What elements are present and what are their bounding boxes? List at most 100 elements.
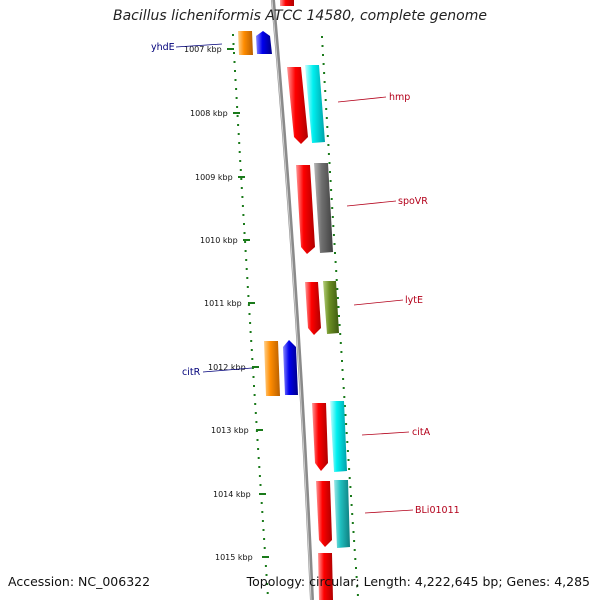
outer-ring-dot [337, 306, 340, 308]
feature-red-lytE[interactable] [305, 282, 321, 335]
scale-dot [247, 304, 250, 306]
outer-ring-dot [348, 477, 351, 479]
outer-ring-dot [322, 63, 325, 65]
scale-dot [262, 529, 265, 531]
scale-dot [241, 205, 244, 207]
outer-ring-dot [353, 549, 356, 551]
outer-ring-dot [348, 468, 351, 470]
scale-dot [238, 151, 241, 153]
outer-ring-dot [328, 162, 331, 164]
outer-ring-dot [326, 135, 329, 137]
page-title: Bacillus licheniformis ATCC 14580, compl… [113, 8, 487, 24]
genome-backbone-highlight [271, 0, 312, 601]
gene-label-citR[interactable]: citR [182, 367, 201, 378]
outer-ring-dot [346, 441, 349, 443]
feature-orange-citR[interactable] [264, 341, 280, 396]
outer-ring-dot [354, 558, 357, 560]
leader-line-citA [361, 431, 410, 436]
tick-label-1008: 1008 kbp [190, 109, 228, 118]
features [238, 31, 350, 600]
scale-dot [249, 322, 252, 324]
scale-dot [241, 196, 244, 198]
scale-dot [266, 583, 269, 585]
scale-dot [238, 142, 241, 144]
outer-ring-dot [353, 540, 356, 542]
outer-ring-dot [335, 279, 338, 281]
feature-blue-yhdE[interactable] [256, 31, 272, 54]
feature-olive-lytE[interactable] [323, 281, 339, 334]
gene-label-yhdE[interactable]: yhdE [151, 42, 175, 53]
outer-ring-dot [345, 432, 348, 434]
scale-dot [239, 160, 242, 162]
outer-ring-dot [325, 117, 328, 119]
feature-blue-citR[interactable] [283, 340, 298, 395]
scale-dot [233, 52, 235, 54]
genome-stats-text: Topology: circular; Length: 4,222,645 bp… [246, 574, 590, 589]
feature-gray-spoVR[interactable] [314, 163, 333, 253]
outer-ring-dot [350, 495, 352, 497]
gene-label-hmp[interactable]: hmp [389, 92, 410, 103]
genome-backbone [271, 0, 314, 601]
tick-label-1011: 1011 kbp [204, 299, 242, 308]
scale-dot [246, 286, 249, 288]
scale-dot [234, 70, 236, 72]
scale-dot [233, 61, 236, 63]
feature-cyan-citA[interactable] [330, 401, 347, 472]
outer-ring-dot [325, 108, 328, 110]
scale-dot [247, 295, 250, 297]
outer-ring-dot [330, 189, 333, 191]
gene-label-lytE[interactable]: lytE [405, 295, 423, 306]
scale-dot [234, 79, 237, 81]
scale-dot [255, 421, 258, 423]
outer-ring-dot [345, 423, 348, 425]
outer-ring-dot [341, 360, 343, 362]
scale-dot [264, 565, 267, 567]
feature-red-citA[interactable] [312, 403, 328, 471]
outer-ring-dot [332, 234, 335, 236]
outer-ring-dot [336, 297, 339, 299]
scale-dot [245, 259, 248, 261]
outer-ring-dot [329, 180, 332, 182]
outer-ring-dot [332, 225, 335, 227]
outer-ring-dot [343, 405, 346, 407]
outer-ring-dot [330, 198, 333, 200]
scale-dot [245, 268, 248, 270]
scale-dot [246, 277, 249, 279]
feature-red-spoVR[interactable] [296, 165, 315, 254]
outer-ring-dot [322, 54, 324, 56]
scale-dot [251, 358, 254, 360]
feature-orange-yhdE[interactable] [238, 31, 253, 55]
gene-label-citA[interactable]: citA [412, 427, 431, 438]
leader-line-BLi01011 [364, 509, 414, 514]
scale-dot [242, 214, 245, 216]
outer-ring-dot [336, 288, 339, 290]
feature-teal-BLi01011[interactable] [334, 480, 350, 548]
scale-dot [244, 241, 247, 243]
outer-ring-dot [321, 36, 323, 38]
feature-red-hmp[interactable] [287, 67, 308, 144]
outer-ring-dot [339, 333, 342, 335]
outer-ring-dot [350, 504, 353, 506]
gene-labels: yhdE hmp spoVR lytE citR citA BLi01011 [151, 42, 460, 516]
scale-dot [240, 178, 243, 180]
tick-label-1013: 1013 kbp [211, 426, 249, 435]
outer-ring-dot [324, 99, 327, 101]
outer-ring-dot [339, 342, 342, 344]
outer-ring-dot [324, 90, 327, 92]
scale-dot [243, 232, 246, 234]
leader-line-hmp [337, 96, 387, 103]
tick-label-1015: 1015 kbp [215, 553, 253, 562]
scale-dot [235, 88, 238, 90]
scale-dot [232, 34, 234, 36]
scale-dot [248, 313, 251, 315]
scale-dot [250, 349, 253, 351]
outer-ring-dot [331, 207, 334, 209]
feature-cyan-hmp[interactable] [305, 65, 325, 143]
scale-ring-right [321, 36, 359, 596]
gene-label-BLi01011[interactable]: BLi01011 [415, 505, 460, 516]
outer-ring-dot [346, 450, 349, 452]
gene-label-spoVR[interactable]: spoVR [398, 196, 428, 207]
scale-dot [250, 340, 253, 342]
feature-red-BLi01011[interactable] [316, 481, 332, 547]
scale-dot [237, 133, 240, 135]
